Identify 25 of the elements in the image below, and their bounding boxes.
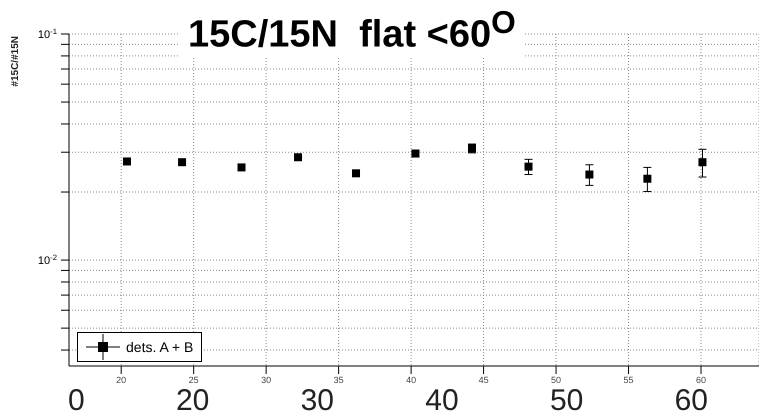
point bbox=[178, 158, 186, 166]
x-tick-label: 60 bbox=[696, 375, 706, 385]
chart-title: 15C/15N flat <60$^{O}$ bbox=[180, 4, 524, 57]
point bbox=[698, 158, 706, 166]
y-tick-label: 10$^{-2}$ bbox=[38, 252, 57, 268]
point bbox=[643, 174, 652, 183]
point bbox=[585, 170, 594, 179]
x-tick-label: 40 bbox=[406, 375, 416, 385]
point bbox=[352, 169, 360, 178]
legend-label: dets. A + B bbox=[126, 339, 194, 355]
text: 0 bbox=[68, 384, 85, 417]
point bbox=[122, 157, 131, 166]
x-tick-label: 20 bbox=[116, 375, 126, 385]
point bbox=[294, 153, 302, 162]
x-tick-label: 50 bbox=[551, 375, 562, 385]
legend-box: dets. A + B bbox=[77, 332, 202, 362]
x-tick-label: 55 bbox=[624, 375, 634, 385]
x-tick-label: 25 bbox=[188, 375, 199, 385]
point bbox=[524, 162, 533, 171]
x-tick-label: 45 bbox=[478, 375, 489, 385]
y-axis-title: #15C/#15N bbox=[10, 36, 21, 87]
x-tick-label: 30 bbox=[261, 375, 272, 385]
point bbox=[238, 163, 246, 172]
x-tick-label: 35 bbox=[334, 375, 344, 385]
y-tick-label: 10$^{-1}$ bbox=[38, 26, 57, 41]
